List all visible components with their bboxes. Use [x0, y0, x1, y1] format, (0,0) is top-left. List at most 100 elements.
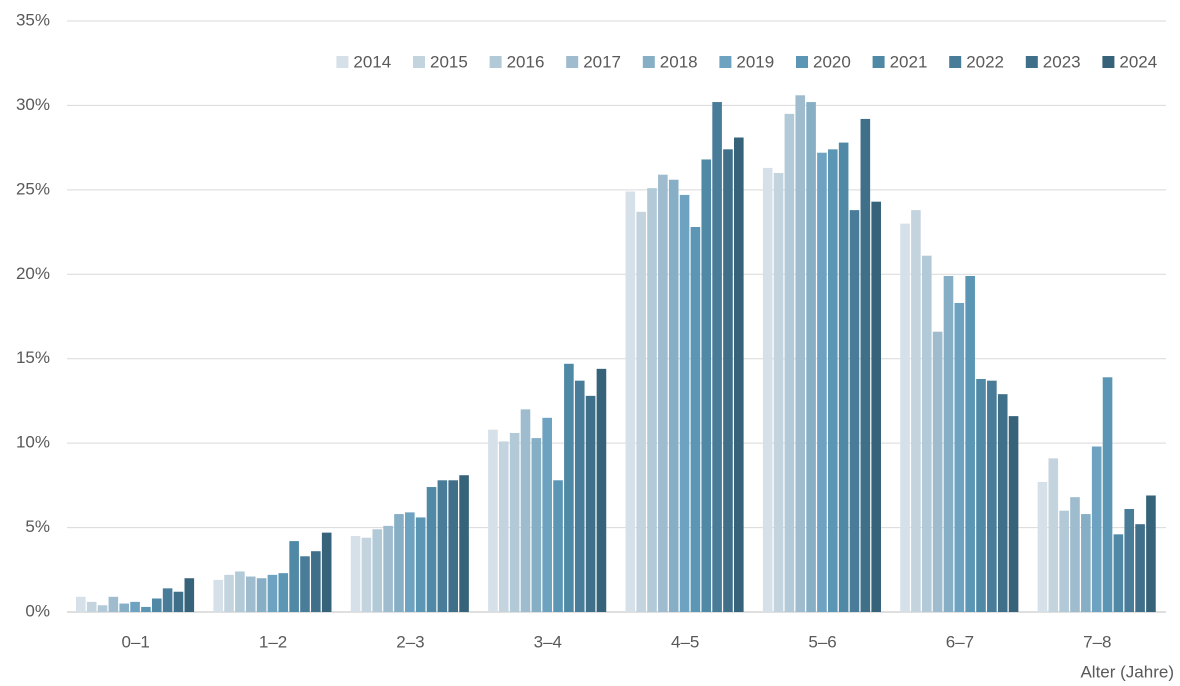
legend-label: 2017: [583, 52, 621, 71]
bar: [213, 579, 223, 612]
bar: [553, 480, 563, 612]
bar: [256, 578, 267, 612]
y-tick-label: 25%: [16, 179, 50, 198]
bar: [405, 512, 415, 612]
bar: [130, 601, 140, 612]
bar: [900, 223, 910, 612]
bar: [849, 210, 860, 612]
legend-swatch: [796, 56, 808, 68]
bar: [574, 380, 585, 612]
bar: [76, 596, 86, 612]
bar: [162, 588, 173, 612]
legend-swatch: [413, 56, 425, 68]
bar: [723, 149, 733, 612]
bar: [921, 255, 932, 612]
bar: [701, 159, 712, 612]
legend-label: 2019: [736, 52, 774, 71]
bar: [437, 480, 448, 612]
bar: [1037, 481, 1048, 612]
y-tick-label: 15%: [16, 348, 50, 367]
x-tick-label: 1–2: [259, 632, 287, 651]
x-tick-label: 6–7: [946, 632, 974, 651]
bar: [488, 429, 498, 612]
legend-label: 2023: [1043, 52, 1081, 71]
bar: [459, 475, 469, 612]
bar: [806, 102, 816, 613]
legend-swatch: [489, 56, 502, 68]
bar: [1048, 458, 1059, 612]
bar: [712, 102, 722, 613]
legend-swatch: [566, 56, 579, 68]
legend-swatch: [872, 56, 885, 68]
bar: [383, 525, 393, 612]
bar: [658, 174, 668, 612]
y-tick-label: 30%: [16, 95, 50, 114]
legend-swatch: [719, 56, 732, 68]
bar: [1124, 508, 1135, 612]
legend-label: 2018: [660, 52, 698, 71]
bar: [987, 380, 997, 612]
y-tick-label: 20%: [16, 264, 50, 283]
bar: [817, 152, 827, 613]
legend-label: 2020: [813, 52, 851, 71]
bar: [1102, 377, 1113, 612]
bar: [911, 210, 921, 612]
bar: [108, 596, 119, 612]
x-tick-label: 5–6: [808, 632, 836, 651]
legend-label: 2021: [890, 52, 928, 71]
bar: [860, 118, 871, 613]
bar: [372, 529, 383, 612]
legend-label: 2022: [966, 52, 1004, 71]
legend-swatch: [642, 56, 655, 68]
bar: [394, 514, 404, 612]
bar: [932, 331, 943, 612]
bar: [838, 142, 849, 612]
x-tick-label: 4–5: [671, 632, 699, 651]
bar: [1070, 497, 1080, 612]
legend-swatch: [949, 56, 962, 68]
bar: [871, 201, 881, 613]
bar: [965, 275, 975, 612]
x-tick-label: 3–4: [534, 632, 562, 651]
legend-label: 2014: [353, 52, 391, 71]
bar: [415, 517, 426, 612]
y-tick-label: 10%: [16, 433, 50, 452]
bar: [679, 194, 690, 612]
bar: [1135, 524, 1145, 612]
legend-swatch: [1025, 56, 1038, 68]
x-tick-label: 7–8: [1083, 632, 1111, 651]
bar: [1081, 514, 1091, 612]
bar: [647, 188, 657, 612]
bar: [773, 172, 784, 612]
bar: [636, 211, 646, 612]
bar: [997, 394, 1008, 612]
y-tick-label: 5%: [25, 517, 50, 536]
bar: [448, 480, 459, 612]
bar: [531, 438, 542, 612]
y-tick-label: 35%: [16, 10, 50, 29]
bar: [1113, 534, 1124, 612]
bar: [1091, 446, 1102, 612]
bar: [943, 275, 954, 612]
legend-label: 2015: [430, 52, 468, 71]
bar: [245, 576, 256, 612]
bar: [520, 409, 531, 612]
bar: [784, 113, 795, 612]
x-tick-label: 2–3: [396, 632, 424, 651]
bar: [361, 537, 372, 612]
bar: [426, 487, 437, 612]
bar: [762, 167, 773, 613]
bar: [690, 227, 701, 612]
bar: [235, 571, 245, 612]
bar: [350, 536, 361, 612]
bar: [311, 551, 321, 612]
bar: [289, 541, 299, 612]
bar: [564, 363, 574, 612]
bar: [625, 191, 636, 612]
bar: [224, 574, 234, 612]
bar: [585, 395, 596, 612]
x-axis-label: Alter (Jahre): [1080, 662, 1174, 681]
bar: [141, 606, 151, 612]
